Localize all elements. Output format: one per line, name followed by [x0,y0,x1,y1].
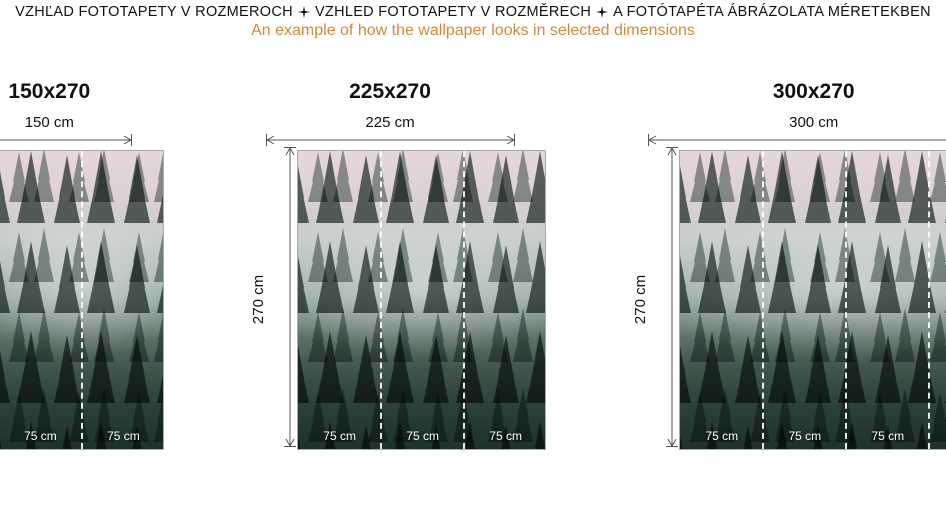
size-panel-p150: 150x270 150 cm 270 cm 75 cm75 cm [0,80,164,452]
panel-width-label: 300 cm [789,114,838,131]
panel-body: 270 cm 75 cm75 cm [0,147,164,452]
strip-width-label: 75 cm [871,429,904,443]
sparkle-icon [297,5,311,19]
strip-width-label: 75 cm [323,429,356,443]
width-dimension-line [266,133,515,147]
title-cz: VZHLED FOTOTAPETY V ROZMĚRECH [315,4,591,20]
width-bar [648,133,946,147]
strip-width-label: 75 cm [24,429,57,443]
strip-width-label: 75 cm [107,429,140,443]
width-dimension-line [0,133,132,147]
forest-treeline [298,151,545,449]
header: VZHĽAD FOTOTAPETY V ROZMEROCH VZHLED FOT… [0,0,946,40]
wallpaper-preview: 75 cm 75 cm 75 cm [297,150,546,450]
panel-title: 300x270 [773,80,855,104]
title-hu: A FOTÓTAPÉTA ÁBRÁZOLATA MÉRETEKBEN [613,4,931,20]
panel-width-label: 150 cm [25,114,74,131]
height-dimension-line [665,147,679,447]
panel-height-label: 270 cm [632,275,649,324]
sparkle-icon [595,5,609,19]
strip-width-label: 75 cm [788,429,821,443]
panel-body: 270 cm 75 cm75 cm75 cm75 cm [616,147,946,452]
panel-title: 225x270 [349,80,431,104]
height-dimension-line [283,147,297,447]
strip-divider [845,151,847,449]
width-bar [0,133,132,147]
panel-width-label: 225 cm [365,114,414,131]
width-bar [266,133,515,147]
size-panel-p225: 225x270 225 cm 270 cm 75 cm 75 cm 75 cm [234,80,546,452]
size-panel-p300: 300x270 300 cm 270 cm 75 cm75 cm75 cm75 … [616,80,946,452]
strip-divider [463,151,465,449]
wallpaper-preview: 75 cm 75 cm [0,150,164,450]
strip-divider [380,151,382,449]
strip-divider [762,151,764,449]
header-multilang-title: VZHĽAD FOTOTAPETY V ROZMEROCH VZHLED FOT… [0,4,946,20]
wallpaper-preview: 75 cm75 cm75 cm75 cm [679,150,946,450]
header-subtitle: An example of how the wallpaper looks in… [0,22,946,40]
strip-width-label: 75 cm [406,429,439,443]
strip-width-label: 75 cm [489,429,522,443]
height-col: 270 cm [616,291,659,308]
panel-height-label: 270 cm [250,275,267,324]
strip-divider [81,151,83,449]
height-bar [283,147,297,452]
height-col: 270 cm [234,291,277,308]
forest-treeline [680,151,946,449]
panel-title: 150x270 [8,80,90,104]
strip-width-label: 75 cm [705,429,738,443]
strip-divider [928,151,930,449]
width-dimension-line [648,133,946,147]
title-sk: VZHĽAD FOTOTAPETY V ROZMEROCH [15,4,293,20]
panels-row: 150x270 150 cm 270 cm 75 cm 75 cm 225x270… [0,80,946,452]
panel-body: 270 cm 75 cm 75 cm 75 cm [234,147,546,452]
height-bar [665,147,679,452]
